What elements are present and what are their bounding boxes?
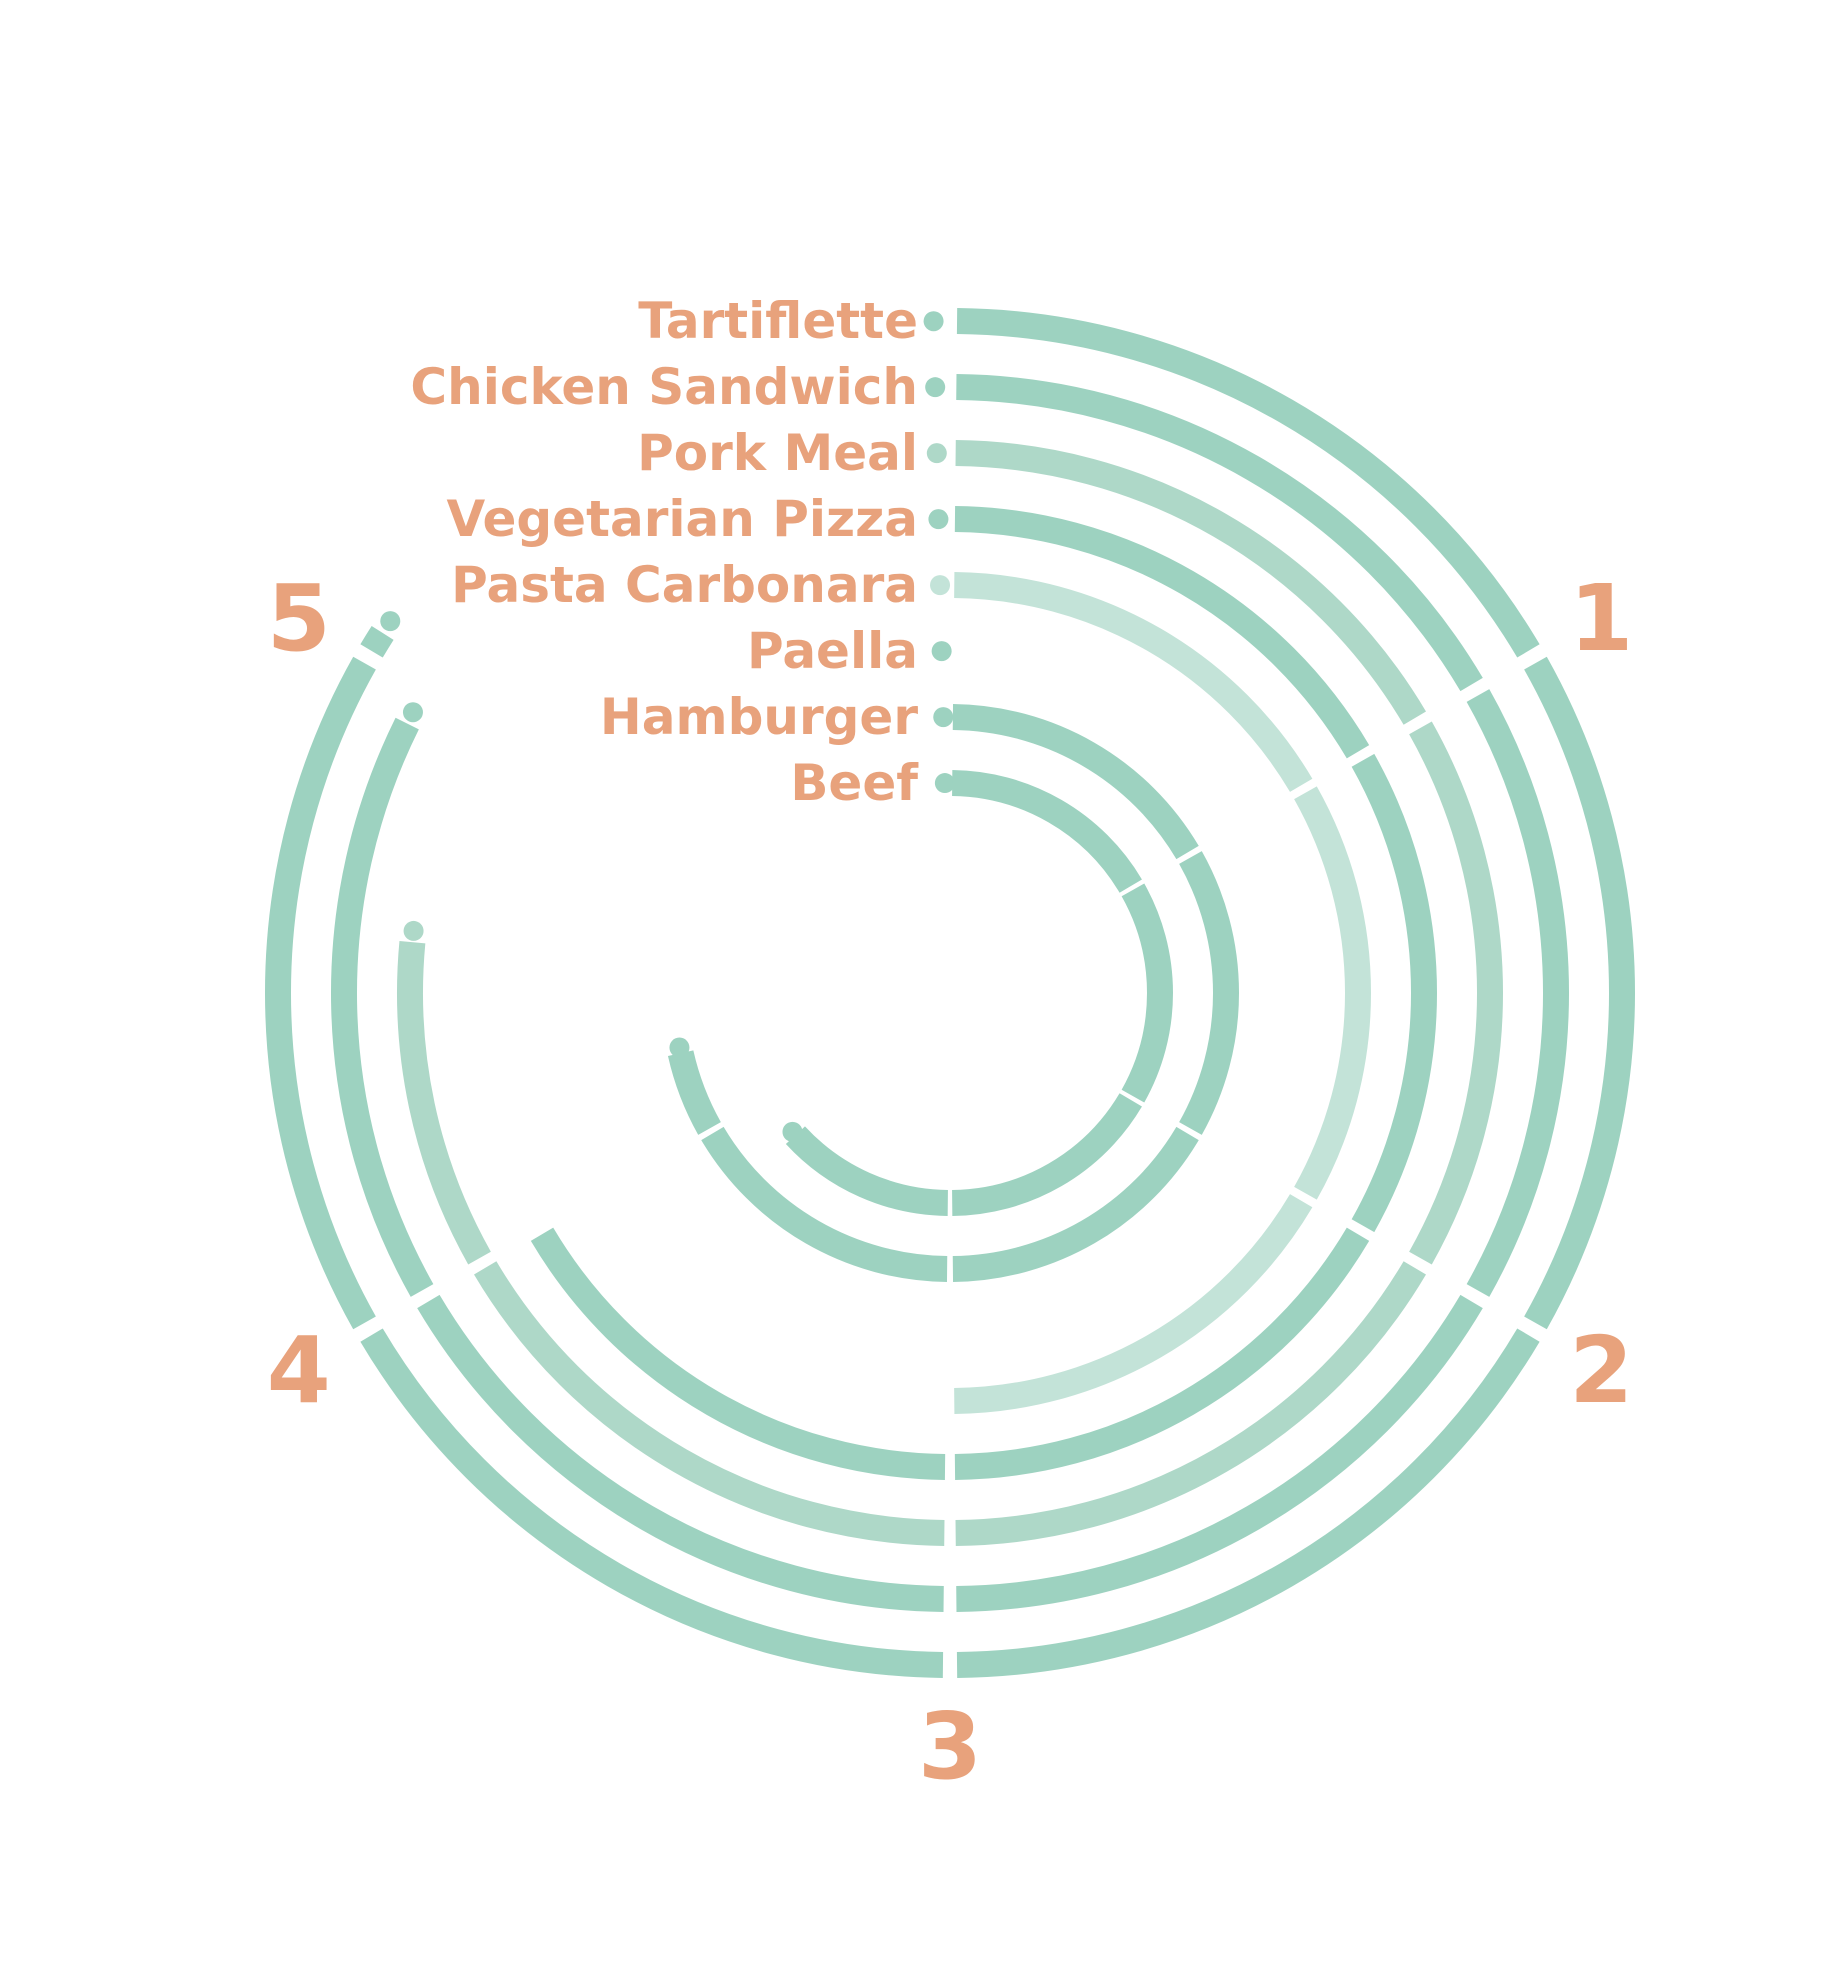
category-labels: Tartiflette Chicken Sandwich Pork Meal Vege…	[410, 292, 919, 812]
bar-segment	[360, 1328, 944, 1678]
category-label-vegetarian-pizza: Vegetarian Pizza	[447, 490, 918, 548]
bar-segment	[954, 1194, 1313, 1414]
bar-segment	[1121, 883, 1173, 1103]
tick-label-3: 3	[918, 1693, 982, 1800]
bar-segment	[1351, 753, 1437, 1233]
bar-end-cap	[402, 702, 423, 723]
bar-segment	[474, 1261, 945, 1546]
bar-segment	[1409, 721, 1503, 1265]
bar-segment	[667, 1050, 721, 1135]
bar-vegetarian-pizza	[530, 506, 1437, 1480]
bar-segment	[955, 440, 1426, 725]
bar-pasta-carbonara	[930, 572, 1371, 1414]
category-label-chicken-sandwich: Chicken Sandwich	[410, 358, 918, 416]
bar-segment	[954, 572, 1313, 792]
bar-end-cap	[380, 611, 401, 632]
bar-segment	[956, 1328, 1540, 1678]
bar-end-cap	[782, 1121, 803, 1142]
bar-segment	[1179, 851, 1239, 1135]
bar-segment	[331, 717, 434, 1297]
bar-segment	[397, 940, 491, 1265]
category-label-beef: Beef	[790, 754, 919, 812]
bar-segment	[952, 704, 1199, 860]
bar-segment	[785, 1126, 949, 1216]
category-label-hamburger: Hamburger	[600, 688, 918, 746]
bar-segment	[264, 656, 376, 1330]
bar-start-cap	[931, 641, 952, 662]
tick-label-4: 4	[267, 1317, 331, 1424]
category-label-pork-meal: Pork Meal	[637, 424, 918, 482]
tick-label-5: 5	[267, 565, 331, 672]
category-label-tartiflette: Tartiflette	[638, 292, 918, 350]
bar-start-cap	[925, 377, 946, 398]
bar-end-cap	[403, 920, 424, 941]
bar-start-cap	[934, 773, 955, 794]
bar-end-cap	[669, 1037, 690, 1058]
bar-pork-meal	[397, 440, 1503, 1546]
bar-segment	[530, 1227, 946, 1480]
bar-segment	[701, 1126, 948, 1282]
bar-segment	[951, 770, 1142, 893]
bar-start-cap	[926, 443, 947, 464]
bar-segment	[955, 1261, 1426, 1546]
category-label-pasta-carbonara: Pasta Carbonara	[451, 556, 918, 614]
bar-start-cap	[930, 575, 951, 596]
bar-segment	[1294, 786, 1371, 1200]
bar-hamburger	[667, 704, 1239, 1282]
bar-segment	[417, 1294, 944, 1612]
bar-segment	[1466, 689, 1569, 1297]
tick-label-1: 1	[1569, 565, 1633, 672]
bar-start-cap	[928, 509, 949, 530]
bar-segment	[956, 374, 1483, 692]
tick-label-2: 2	[1569, 1317, 1633, 1424]
bar-segment	[956, 308, 1540, 658]
bar-beef	[782, 770, 1173, 1216]
bars-layer	[264, 308, 1636, 1678]
tick-labels: 1 2 3 4 5	[267, 565, 1634, 1800]
bar-segment	[951, 1093, 1142, 1216]
bar-chicken-sandwich	[331, 374, 1569, 1612]
bar-start-cap	[933, 707, 954, 728]
bar-tartiflette	[264, 308, 1636, 1678]
bar-segment	[952, 1126, 1199, 1282]
bar-segment	[360, 625, 394, 658]
bar-start-cap	[923, 311, 944, 332]
category-label-paella: Paella	[747, 622, 918, 680]
bar-segment	[1524, 656, 1636, 1330]
bar-paella	[931, 641, 952, 662]
bar-segment	[954, 1227, 1370, 1480]
bar-segment	[954, 506, 1370, 759]
bar-segment	[956, 1294, 1483, 1612]
